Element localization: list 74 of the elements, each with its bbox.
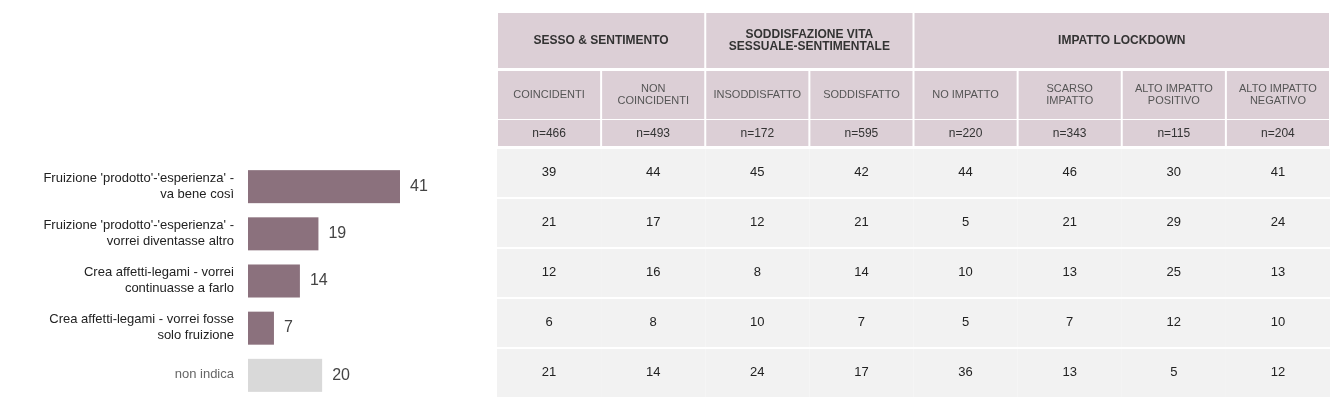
data-label: 7 (283, 318, 293, 336)
data-label: 7 (857, 314, 866, 330)
x-tick-label: ALTO IMPATTO POSITIVO (1134, 81, 1214, 106)
text: n=466 (532, 126, 567, 141)
text: SODDISFAZIONE VITA SESSUALE-SENTIMENTALE (728, 27, 890, 54)
bar (248, 264, 300, 298)
data-label: 10 (750, 314, 765, 330)
data-label: 19 (328, 224, 347, 242)
data-label: 24 (1270, 214, 1286, 230)
data-label: 7 (1066, 314, 1074, 330)
data-label: 14 (854, 264, 869, 280)
x-tick-label: SODDISFATTO (823, 87, 901, 100)
text: n=115 (1157, 126, 1191, 141)
text: SESSO & SENTIMENTO (533, 33, 669, 48)
bar (248, 170, 400, 204)
data-label: 36 (958, 364, 973, 380)
x-tick-label: NON COINCIDENTI (617, 81, 689, 106)
data-label: 12 (1270, 364, 1286, 380)
data-label: 44 (645, 164, 661, 180)
y-tick-label: non indica (174, 366, 235, 382)
data-label: 13 (1062, 264, 1077, 280)
data-label: 13 (1270, 264, 1286, 280)
data-label: 21 (541, 214, 557, 230)
data-label: 8 (649, 314, 657, 330)
y-tick-label: Crea affetti-legami - vorrei continuasse a farlo (83, 264, 235, 296)
bar (248, 217, 319, 251)
data-label: 12 (750, 214, 765, 230)
data-label: 5 (1170, 364, 1178, 380)
data-label: 24 (750, 364, 765, 380)
bar (248, 358, 323, 392)
data-label: 10 (1270, 314, 1286, 330)
x-tick-label: ALTO IMPATTO NEGATIVO (1239, 81, 1318, 106)
y-tick-label: Fruizione 'prodotto'-'esperienza' - va bene così (43, 170, 234, 202)
data-label: 21 (541, 364, 557, 380)
data-label: 44 (958, 164, 973, 180)
x-tick-label: COINCIDENTI (513, 87, 585, 100)
text: IMPATTO LOCKDOWN (1058, 33, 1186, 48)
x-tick-label: INSODDISFATTO (713, 87, 802, 100)
data-label: 39 (541, 164, 557, 180)
text: n=595 (844, 126, 879, 141)
y-tick-label: Fruizione 'prodotto'-'esperienza' - vorrei diventasse altro (43, 217, 234, 249)
data-label: 14 (309, 271, 328, 289)
text: n=493 (636, 126, 671, 141)
data-label: 20 (332, 365, 351, 383)
data-label: 42 (854, 164, 869, 180)
data-label: 41 (410, 176, 428, 194)
data-label: 5 (961, 214, 970, 230)
data-label: 29 (1166, 214, 1182, 230)
data-label: 41 (1270, 164, 1286, 180)
text: n=220 (948, 126, 983, 141)
text: n=204 (1261, 126, 1296, 141)
data-label: 5 (961, 314, 970, 330)
data-label: 12 (1166, 314, 1182, 330)
text: n=172 (740, 126, 775, 141)
data-label: 30 (1166, 164, 1182, 180)
text: n=343 (1052, 126, 1087, 141)
data-label: 25 (1166, 264, 1182, 280)
data-label: 21 (1062, 214, 1077, 230)
data-label: 13 (1062, 364, 1077, 380)
data-label: 14 (645, 364, 661, 380)
bar (248, 311, 274, 345)
data-label: 46 (1062, 164, 1077, 180)
y-tick-label: Crea affetti-legami - vorrei fosse solo fruizione (49, 311, 234, 343)
data-label: 17 (645, 214, 661, 230)
data-label: 8 (753, 264, 761, 280)
x-tick-label: SCARSO IMPATTO (1046, 81, 1094, 106)
x-tick-label: NO IMPATTO (932, 87, 1000, 100)
data-label: 12 (541, 264, 557, 280)
data-label: 10 (958, 264, 973, 280)
data-label: 6 (545, 314, 553, 330)
data-label: 45 (750, 164, 765, 180)
data-label: 16 (645, 264, 661, 280)
data-label: 17 (854, 364, 869, 380)
data-label: 21 (854, 214, 869, 230)
